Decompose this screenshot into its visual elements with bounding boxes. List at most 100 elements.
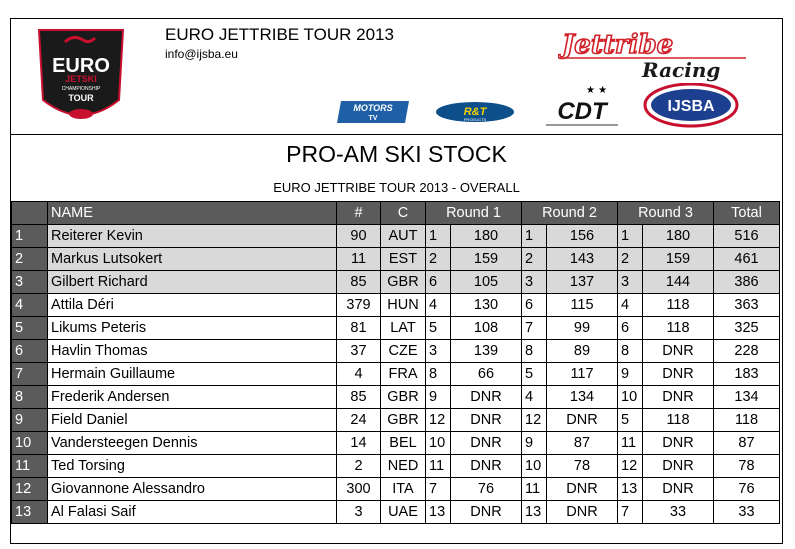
round-3-place-cell: 6: [617, 316, 643, 340]
round-2-place-cell: 3: [521, 270, 547, 294]
name-cell: Reiterer Kevin: [47, 224, 337, 248]
round-1-place-cell: 5: [425, 316, 451, 340]
country-cell: ITA: [380, 477, 426, 501]
round-1-place-cell: 8: [425, 362, 451, 386]
position-cell: 10: [11, 431, 48, 455]
number-cell: 14: [336, 431, 381, 455]
motors-tv-logo: MOTORS TV: [337, 101, 409, 123]
euro-jetski-tour-logo: EURO JETSKI CHAMPIONSHIP TOUR: [37, 29, 125, 119]
country-cell: EST: [380, 247, 426, 271]
round-3-place-cell: 8: [617, 339, 643, 363]
round-3-place-cell: 2: [617, 247, 643, 271]
total-cell: 87: [713, 431, 780, 455]
number-cell: 11: [336, 247, 381, 271]
name-cell: Likums Peteris: [47, 316, 337, 340]
round-1-place-cell: 10: [425, 431, 451, 455]
table-row: 11 Ted Torsing 2 NED 11 DNR 10 78 12 DNR 78: [11, 454, 780, 478]
round-2-points-cell: 87: [546, 431, 618, 455]
round-3-points-cell: DNR: [642, 385, 714, 409]
round-1-place-cell: 1: [425, 224, 451, 248]
col-header-round-1: Round 1: [425, 201, 522, 225]
country-cell: CZE: [380, 339, 426, 363]
total-cell: 516: [713, 224, 780, 248]
racing-logo-word: Racing: [641, 58, 720, 82]
round-1-place-cell: 4: [425, 293, 451, 317]
number-cell: 90: [336, 224, 381, 248]
total-cell: 134: [713, 385, 780, 409]
name-cell: Markus Lutsokert: [47, 247, 337, 271]
round-1-place-cell: 9: [425, 385, 451, 409]
round-3-points-cell: 33: [642, 500, 714, 524]
total-cell: 183: [713, 362, 780, 386]
round-2-place-cell: 4: [521, 385, 547, 409]
country-cell: NED: [380, 454, 426, 478]
results-body: 1 Reiterer Kevin 90 AUT 1 180 1 156 1 180 516 2 Mark…: [11, 224, 780, 524]
round-3-place-cell: 11: [617, 431, 643, 455]
event-title: PRO-AM SKI STOCK: [286, 141, 507, 167]
round-1-points-cell: 180: [450, 224, 522, 248]
round-3-place-cell: 10: [617, 385, 643, 409]
rt-logo-word: R&T: [464, 106, 488, 118]
round-2-place-cell: 7: [521, 316, 547, 340]
name-cell: Frederik Andersen: [47, 385, 337, 409]
results-sheet: EURO JETSKI CHAMPIONSHIP TOUR EURO JETTR…: [10, 18, 783, 544]
round-2-points-cell: DNR: [546, 500, 618, 524]
col-header-total: Total: [713, 201, 780, 225]
position-cell: 12: [11, 477, 48, 501]
position-cell: 13: [11, 500, 48, 524]
col-header-position: [11, 201, 48, 225]
ijsba-logo-word: IJSBA: [667, 98, 715, 115]
number-cell: 24: [336, 408, 381, 432]
round-3-points-cell: 118: [642, 408, 714, 432]
round-2-points-cell: 134: [546, 385, 618, 409]
round-1-points-cell: DNR: [450, 500, 522, 524]
round-3-points-cell: 118: [642, 293, 714, 317]
results-header-row: NAME # C Round 1 Round 2 Round 3 Total: [11, 201, 780, 225]
number-cell: 379: [336, 293, 381, 317]
number-cell: 3: [336, 500, 381, 524]
round-1-place-cell: 13: [425, 500, 451, 524]
total-cell: 33: [713, 500, 780, 524]
country-cell: BEL: [380, 431, 426, 455]
round-1-points-cell: 108: [450, 316, 522, 340]
rt-products-logo: R&T PRODUCTS: [436, 102, 514, 122]
round-1-points-cell: 76: [450, 477, 522, 501]
table-row: 9 Field Daniel 24 GBR 12 DNR 12 DNR 5 118 118: [11, 408, 780, 432]
round-2-place-cell: 8: [521, 339, 547, 363]
round-1-points-cell: 105: [450, 270, 522, 294]
round-2-points-cell: DNR: [546, 477, 618, 501]
number-cell: 85: [336, 385, 381, 409]
name-cell: Al Falasi Saif: [47, 500, 337, 524]
header-email: info@ijsba.eu: [165, 47, 238, 61]
col-header-country: C: [380, 201, 426, 225]
round-3-points-cell: 159: [642, 247, 714, 271]
round-3-place-cell: 1: [617, 224, 643, 248]
svg-text:★ ★: ★ ★: [586, 85, 607, 96]
round-3-place-cell: 7: [617, 500, 643, 524]
round-3-place-cell: 12: [617, 454, 643, 478]
position-cell: 11: [11, 454, 48, 478]
number-cell: 85: [336, 270, 381, 294]
country-cell: GBR: [380, 270, 426, 294]
round-2-points-cell: 156: [546, 224, 618, 248]
round-2-place-cell: 11: [521, 477, 547, 501]
euro-logo-word: EURO: [52, 55, 110, 77]
number-cell: 2: [336, 454, 381, 478]
round-1-points-cell: 139: [450, 339, 522, 363]
name-cell: Vandersteegen Dennis: [47, 431, 337, 455]
table-row: 13 Al Falasi Saif 3 UAE 13 DNR 13 DNR 7 33 33: [11, 500, 780, 524]
total-cell: 76: [713, 477, 780, 501]
round-2-place-cell: 1: [521, 224, 547, 248]
position-cell: 8: [11, 385, 48, 409]
round-2-points-cell: 115: [546, 293, 618, 317]
round-2-points-cell: 78: [546, 454, 618, 478]
total-cell: 461: [713, 247, 780, 271]
col-header-round-2: Round 2: [521, 201, 618, 225]
total-cell: 386: [713, 270, 780, 294]
round-1-points-cell: DNR: [450, 431, 522, 455]
number-cell: 4: [336, 362, 381, 386]
position-cell: 7: [11, 362, 48, 386]
table-row: 12 Giovannone Alessandro 300 ITA 7 76 11 DNR 13 D…: [11, 477, 780, 501]
results-table: NAME # C Round 1 Round 2 Round 3 Total 1…: [11, 201, 780, 524]
round-1-points-cell: 159: [450, 247, 522, 271]
